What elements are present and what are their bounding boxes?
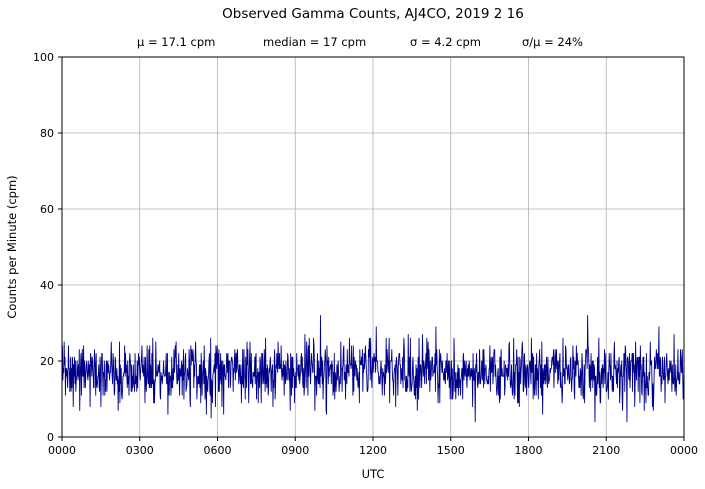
- axis-ticks: [58, 56, 685, 441]
- x-tick-label: 2100: [592, 444, 620, 457]
- x-tick-label: 0300: [126, 444, 154, 457]
- y-tick-label: 80: [40, 127, 54, 140]
- x-tick-label: 0000: [670, 444, 698, 457]
- y-tick-label: 0: [47, 431, 54, 444]
- counts-series-group: [61, 314, 685, 423]
- x-tick-label: 1500: [437, 444, 465, 457]
- stat-mu: μ = 17.1 cpm: [137, 35, 215, 49]
- y-tick-label: 20: [40, 355, 54, 368]
- y-tick-label: 40: [40, 279, 54, 292]
- x-axis-label: UTC: [362, 467, 385, 481]
- tick-labels: 0000 0300 0600 0900 1200 1500 1800 2100 00000204…: [33, 51, 698, 457]
- stat-median: median = 17 cpm: [263, 35, 366, 49]
- gamma-counts-line: [61, 314, 685, 423]
- x-tick-label: 0000: [48, 444, 76, 457]
- x-tick-label: 1800: [515, 444, 543, 457]
- stat-sigma: σ = 4.2 cpm: [410, 35, 481, 49]
- x-tick-label: 0600: [204, 444, 232, 457]
- stat-sigma-over-mu: σ/μ = 24%: [522, 35, 583, 49]
- y-tick-label: 100: [33, 51, 54, 64]
- x-tick-label: 1200: [359, 444, 387, 457]
- x-tick-label: 0900: [281, 444, 309, 457]
- y-tick-label: 60: [40, 203, 54, 216]
- chart-title: Observed Gamma Counts, AJ4CO, 2019 2 16: [222, 6, 524, 22]
- plot-border: [61, 56, 685, 438]
- y-axis-label: Counts per Minute (cpm): [5, 175, 19, 318]
